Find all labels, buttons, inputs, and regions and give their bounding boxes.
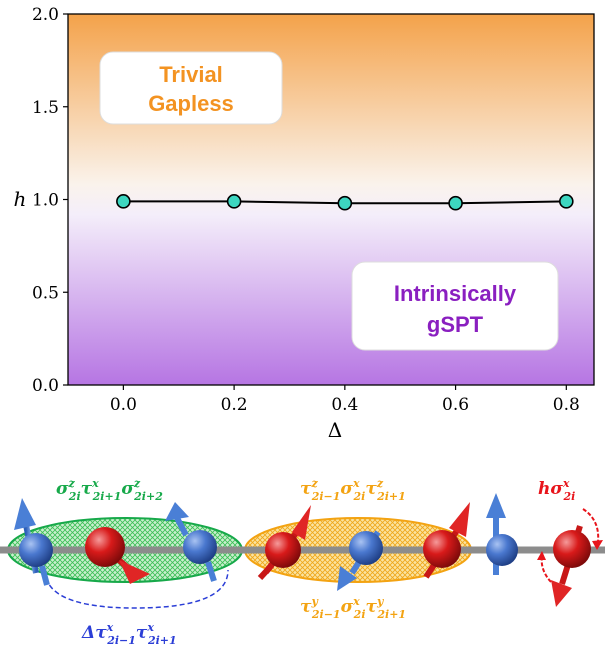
orange-top-formula: τz 2i−1σx 2iτz 2i+1 (300, 477, 406, 503)
x-tick-label: 0.6 (442, 395, 469, 415)
blue-spin-3 (337, 530, 383, 591)
red-term-formula: hσx 2i (538, 477, 575, 503)
red-spin-2 (257, 505, 311, 581)
gspt-label-line1: Intrinsically (394, 281, 517, 306)
red-spin-3 (423, 502, 470, 579)
data-point (226, 194, 242, 209)
blue-term-formula: Δτx 2i−1τx 2i+1 (81, 621, 177, 647)
blue-dashed-arc (44, 569, 229, 609)
trivial-gapless-box: Trivial Gapless (99, 51, 283, 125)
gspt-label-line2: gSPT (427, 312, 484, 337)
phase-diagram: Trivial Gapless Intrinsically gSPT 0.0 0.… (14, 5, 595, 442)
orange-bottom-formula: τy 2i−1σx 2iτy 2i+1 (300, 595, 406, 621)
y-tick-label: 1.0 (32, 191, 59, 211)
x-axis-label: Δ (328, 418, 342, 442)
trivial-label-line1: Trivial (159, 62, 223, 87)
spin-chain-schematic: σz 2iτx 2i+1σz 2i+2 τz 2i−1σx 2iτz 2i+1 τy 2i−1… (0, 477, 605, 647)
red-spin-1 (85, 527, 150, 584)
ticks-layer: 0.0 0.2 0.4 0.6 0.8 0.0 0.5 1.0 1.5 2.0 (32, 5, 580, 415)
x-tick-label: 0.8 (553, 395, 580, 415)
trivial-label-line2: Gapless (148, 91, 234, 116)
rotation-arrow-top (582, 508, 600, 543)
x-tick-label: 0.4 (331, 395, 358, 415)
blue-spin-2 (165, 502, 217, 582)
data-point (116, 194, 131, 209)
blue-spin-1 (14, 498, 53, 586)
green-term-formula: σz 2iτx 2i+1σz 2i+2 (56, 477, 163, 503)
data-point (448, 195, 463, 211)
data-point (337, 195, 353, 211)
y-tick-label: 0.5 (32, 283, 59, 303)
y-tick-label: 1.5 (32, 98, 59, 118)
intrinsically-gspt-box: Intrinsically gSPT (351, 261, 559, 351)
y-axis-label: h (14, 187, 27, 211)
data-layer (116, 194, 574, 211)
rotation-arrowhead-bottom (537, 551, 546, 560)
rotation-arrowhead-top (592, 540, 603, 550)
blue-spin-4 (486, 493, 518, 575)
x-tick-label: 0.2 (221, 395, 248, 415)
y-tick-label: 0.0 (32, 376, 59, 396)
x-tick-label: 0.0 (110, 395, 137, 415)
data-point (559, 194, 574, 209)
red-spin-4 (551, 525, 591, 607)
y-tick-label: 2.0 (32, 5, 59, 25)
